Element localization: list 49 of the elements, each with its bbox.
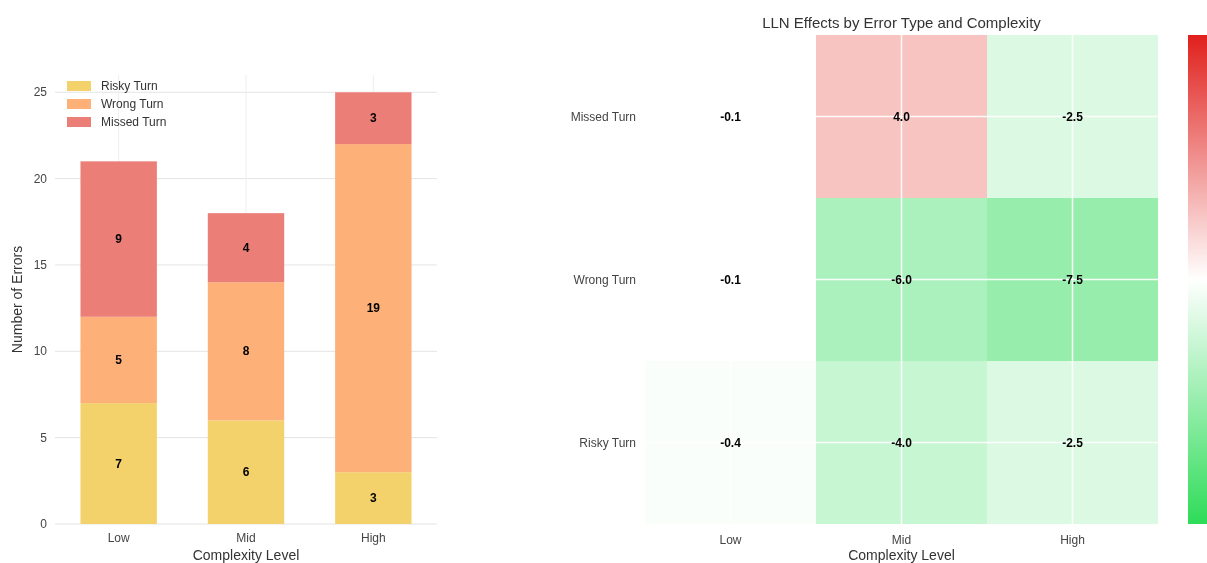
data-label: -2.5 — [1062, 435, 1084, 450]
data-label: -7.5 — [1062, 272, 1084, 287]
data-label: 8 — [242, 344, 250, 359]
legend-label: Missed Turn — [101, 115, 167, 129]
y-tick-label: 25 — [33, 85, 48, 100]
data-label: -0.1 — [720, 272, 742, 287]
data-label: 19 — [366, 301, 381, 316]
data-label: -0.4 — [720, 435, 742, 450]
legend-label: Risky Turn — [101, 79, 158, 93]
bar — [207, 213, 285, 283]
legend-label: Wrong Turn — [101, 97, 164, 111]
y-axis-title: Number of Errors — [9, 245, 25, 354]
bar — [335, 144, 412, 473]
data-label: 5 — [115, 352, 123, 367]
y-tick-label: Missed Turn — [570, 109, 636, 124]
data-label: -4.0 — [891, 435, 913, 450]
y-tick-label: 10 — [33, 344, 48, 359]
data-label: 3 — [369, 491, 377, 506]
data-label: -2.5 — [1062, 109, 1084, 124]
data-label: -6.0 — [891, 272, 913, 287]
x-tick-label: Low — [719, 533, 742, 547]
data-label: 9 — [115, 232, 123, 247]
data-label: -0.1 — [720, 109, 742, 124]
bar — [80, 316, 157, 404]
x-tick-label: High — [360, 531, 386, 545]
y-tick-label: 0 — [40, 517, 48, 531]
data-label: 6 — [242, 465, 250, 480]
y-tick-label: Risky Turn — [579, 435, 636, 450]
y-tick-label: Wrong Turn — [573, 272, 636, 287]
data-label: 4.0 — [893, 109, 911, 124]
data-label: 3 — [369, 111, 377, 126]
data-label: 7 — [115, 456, 123, 471]
x-tick-label: Low — [107, 531, 131, 545]
data-label: 4 — [242, 240, 250, 255]
x-axis-title: Complexity Level — [848, 547, 955, 563]
bar — [335, 472, 412, 524]
bar — [207, 282, 285, 421]
y-tick-label: 5 — [40, 430, 48, 445]
bar — [207, 420, 285, 524]
x-tick-label: Mid — [891, 533, 912, 547]
bar — [335, 92, 412, 145]
x-axis-title: Complexity Level — [192, 547, 300, 563]
chart-title: LLN Effects by Error Type and Complexity — [762, 14, 1042, 31]
x-tick-label: High — [1060, 533, 1085, 547]
bar — [80, 161, 157, 317]
bar — [80, 403, 157, 524]
x-tick-label: Mid — [236, 531, 256, 545]
y-tick-label: 15 — [33, 257, 48, 272]
y-tick-label: 20 — [33, 171, 48, 186]
